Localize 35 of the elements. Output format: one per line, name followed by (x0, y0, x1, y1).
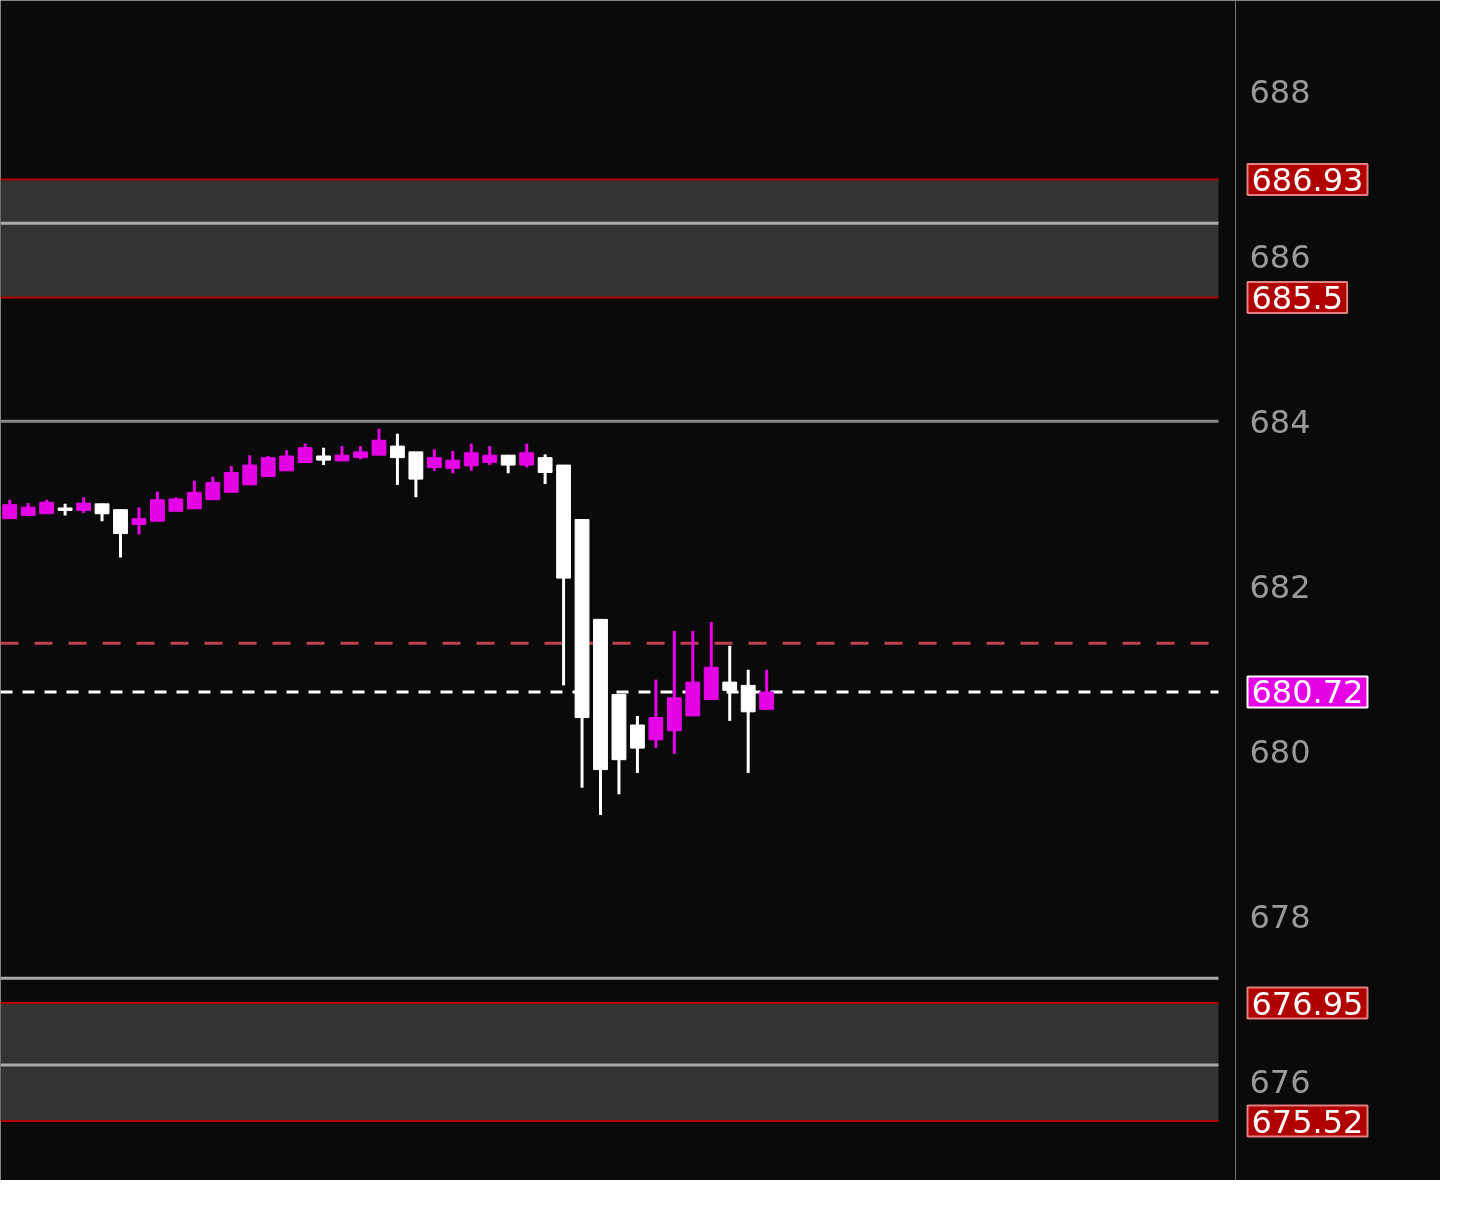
candlestick (537, 454, 553, 486)
candlestick (500, 454, 516, 474)
candlestick (113, 509, 128, 558)
y-tick-label: 680 (1249, 732, 1311, 771)
candlestick (371, 427, 387, 457)
candlestick (260, 456, 276, 478)
candlestick (648, 679, 664, 750)
candlestick (186, 480, 202, 510)
ref-line-label: 675.52 (1251, 1102, 1364, 1141)
candlestick (242, 455, 258, 486)
ref-line-label: 686.93 (1251, 161, 1364, 200)
candlestick (297, 443, 313, 464)
candlestick (223, 465, 239, 493)
ref-line-label: 685.5 (1251, 279, 1344, 318)
candlestick (759, 669, 775, 710)
y-tick-label: 676 (1249, 1062, 1311, 1101)
candlestick (482, 446, 498, 467)
candlestick (519, 443, 535, 468)
candlestick (390, 433, 405, 485)
candlestick (150, 491, 165, 523)
ref-line-label: 676.95 (1251, 984, 1364, 1023)
y-tick-label: 682 (1249, 567, 1311, 606)
y-tick-label: 688 (1249, 72, 1311, 111)
y-tick-label: 686 (1249, 237, 1311, 276)
candlestick (2, 499, 18, 520)
y-tick-label: 684 (1249, 402, 1311, 441)
candlestick (426, 449, 442, 471)
candlestick (630, 714, 645, 773)
candlestick (131, 507, 147, 535)
candlestick (205, 476, 221, 501)
candlestick (445, 451, 461, 474)
candlestick (463, 443, 479, 471)
y-tick-label: 678 (1249, 897, 1311, 936)
candlestick (279, 450, 295, 472)
ref-line-label: 680.72 (1251, 673, 1364, 712)
